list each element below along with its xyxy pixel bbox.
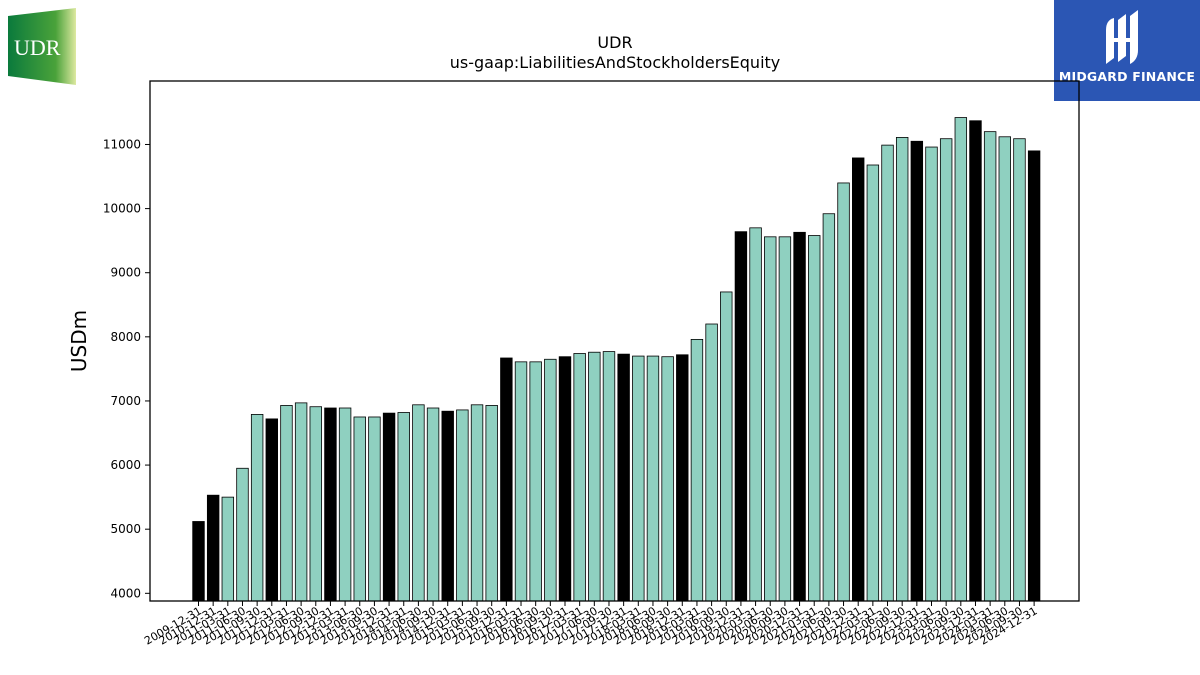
bar-2021-03-31: [808, 235, 821, 602]
midgard-finance-wordmark: MIDGARD FINANCE: [1058, 69, 1196, 84]
bar-2023-06-30: [939, 138, 953, 602]
bar-2018-12-31: [676, 354, 689, 602]
bar-2017-12-31: [617, 353, 630, 602]
y-tick-label: 8000: [110, 330, 141, 344]
bar-2019-06-30: [705, 323, 718, 602]
bar-2020-12-31: [793, 231, 806, 602]
bar-2023-09-30: [954, 117, 968, 602]
midgard-finance-logo: MIDGARD FINANCE: [1054, 0, 1200, 101]
y-tick-label: 9000: [110, 266, 141, 280]
y-tick-label: 7000: [110, 394, 141, 408]
bar-2014-09-30: [426, 407, 440, 602]
bar-2017-06-30: [588, 351, 601, 602]
y-tick-label: 11000: [103, 137, 141, 151]
bar-2015-12-31: [500, 357, 513, 602]
chart-subtitle: us-gaap:LiabilitiesAndStockholdersEquity: [450, 53, 781, 72]
bar-2024-12-31: [1027, 150, 1041, 602]
bar-2021-06-30: [822, 213, 836, 602]
y-tick-label: 6000: [110, 458, 141, 472]
bar-2016-06-30: [529, 361, 542, 602]
y-axis-ticks: 4000 5000 6000 7000 8000 9000 10000 11000: [103, 137, 150, 600]
bar-2016-09-30: [544, 358, 557, 602]
bar-2022-09-30: [895, 137, 909, 602]
bar-2010-12-31: [206, 494, 220, 602]
bar-2014-06-30: [412, 404, 425, 602]
x-axis-ticks: 2009-12-312010-12-312011-03-312011-06-30…: [142, 601, 1040, 648]
y-tick-label: 4000: [110, 586, 141, 600]
udr-logo-text: UDR: [14, 35, 61, 60]
bar-2013-09-30: [368, 416, 381, 602]
bar-2019-12-31: [734, 231, 748, 602]
plot-frame: [149, 80, 1080, 602]
bar-2015-03-31: [456, 409, 469, 602]
bar-2021-09-30: [837, 182, 850, 602]
bar-2018-09-30: [661, 356, 674, 602]
bar-2012-09-30: [309, 406, 322, 602]
bar-2023-12-31: [969, 120, 982, 602]
bar-2015-06-30: [470, 404, 484, 602]
bar-2013-03-31: [338, 407, 352, 602]
bar-2011-09-30: [250, 414, 264, 602]
bar-2013-12-31: [382, 412, 396, 602]
bar-2020-06-30: [764, 236, 777, 602]
bar-2012-12-31: [324, 407, 337, 602]
midgard-finance-logo-icon: [1106, 10, 1138, 64]
y-tick-label: 5000: [110, 522, 141, 536]
bar-2009-12-31: [192, 521, 205, 602]
bars-layer: [192, 117, 1041, 602]
bar-2014-03-31: [397, 412, 410, 602]
bar-2018-03-31: [632, 355, 645, 602]
bar-2016-03-31: [514, 361, 528, 602]
bar-2020-03-31: [749, 227, 762, 602]
bar-2011-03-31: [221, 496, 235, 602]
bar-2020-09-30: [778, 236, 792, 602]
bar-2022-12-31: [910, 140, 924, 602]
y-tick-label: 10000: [103, 202, 141, 216]
bar-2018-06-30: [646, 355, 660, 602]
bar-2015-09-30: [485, 405, 498, 602]
bar-2019-03-31: [690, 338, 704, 602]
bar-2024-03-31: [983, 131, 997, 602]
bar-2024-09-30: [1013, 138, 1026, 602]
bar-2016-12-31: [558, 356, 572, 602]
bar-2019-09-30: [720, 291, 733, 602]
bar-2022-06-30: [881, 144, 894, 602]
bar-2012-06-30: [294, 402, 308, 602]
bar-2014-12-31: [441, 410, 454, 602]
bar-2024-06-30: [998, 136, 1012, 602]
bar-2022-03-31: [866, 164, 880, 602]
bar-2012-03-31: [280, 405, 293, 602]
udr-logo: UDR: [8, 8, 76, 85]
bar-2017-03-31: [573, 353, 586, 602]
bar-2013-06-30: [353, 416, 366, 602]
chart-title: UDR: [597, 33, 632, 52]
bar-2021-12-31: [852, 157, 865, 602]
udr-logo-icon: UDR: [8, 8, 76, 85]
y-axis-label: USDm: [67, 310, 91, 372]
bar-2011-12-31: [265, 418, 279, 602]
bar-2011-06-30: [236, 467, 249, 602]
bar-2023-03-31: [925, 146, 938, 602]
bar-2017-09-30: [602, 351, 616, 602]
